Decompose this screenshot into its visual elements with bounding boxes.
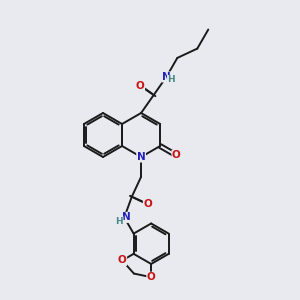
Text: H: H	[116, 217, 123, 226]
Text: N: N	[137, 152, 146, 162]
Text: O: O	[118, 255, 127, 266]
Text: N: N	[122, 212, 131, 222]
Text: O: O	[172, 150, 181, 160]
Text: O: O	[143, 199, 152, 209]
Text: O: O	[147, 272, 155, 282]
Text: O: O	[136, 80, 145, 91]
Text: N: N	[162, 72, 171, 82]
Text: H: H	[167, 76, 175, 85]
